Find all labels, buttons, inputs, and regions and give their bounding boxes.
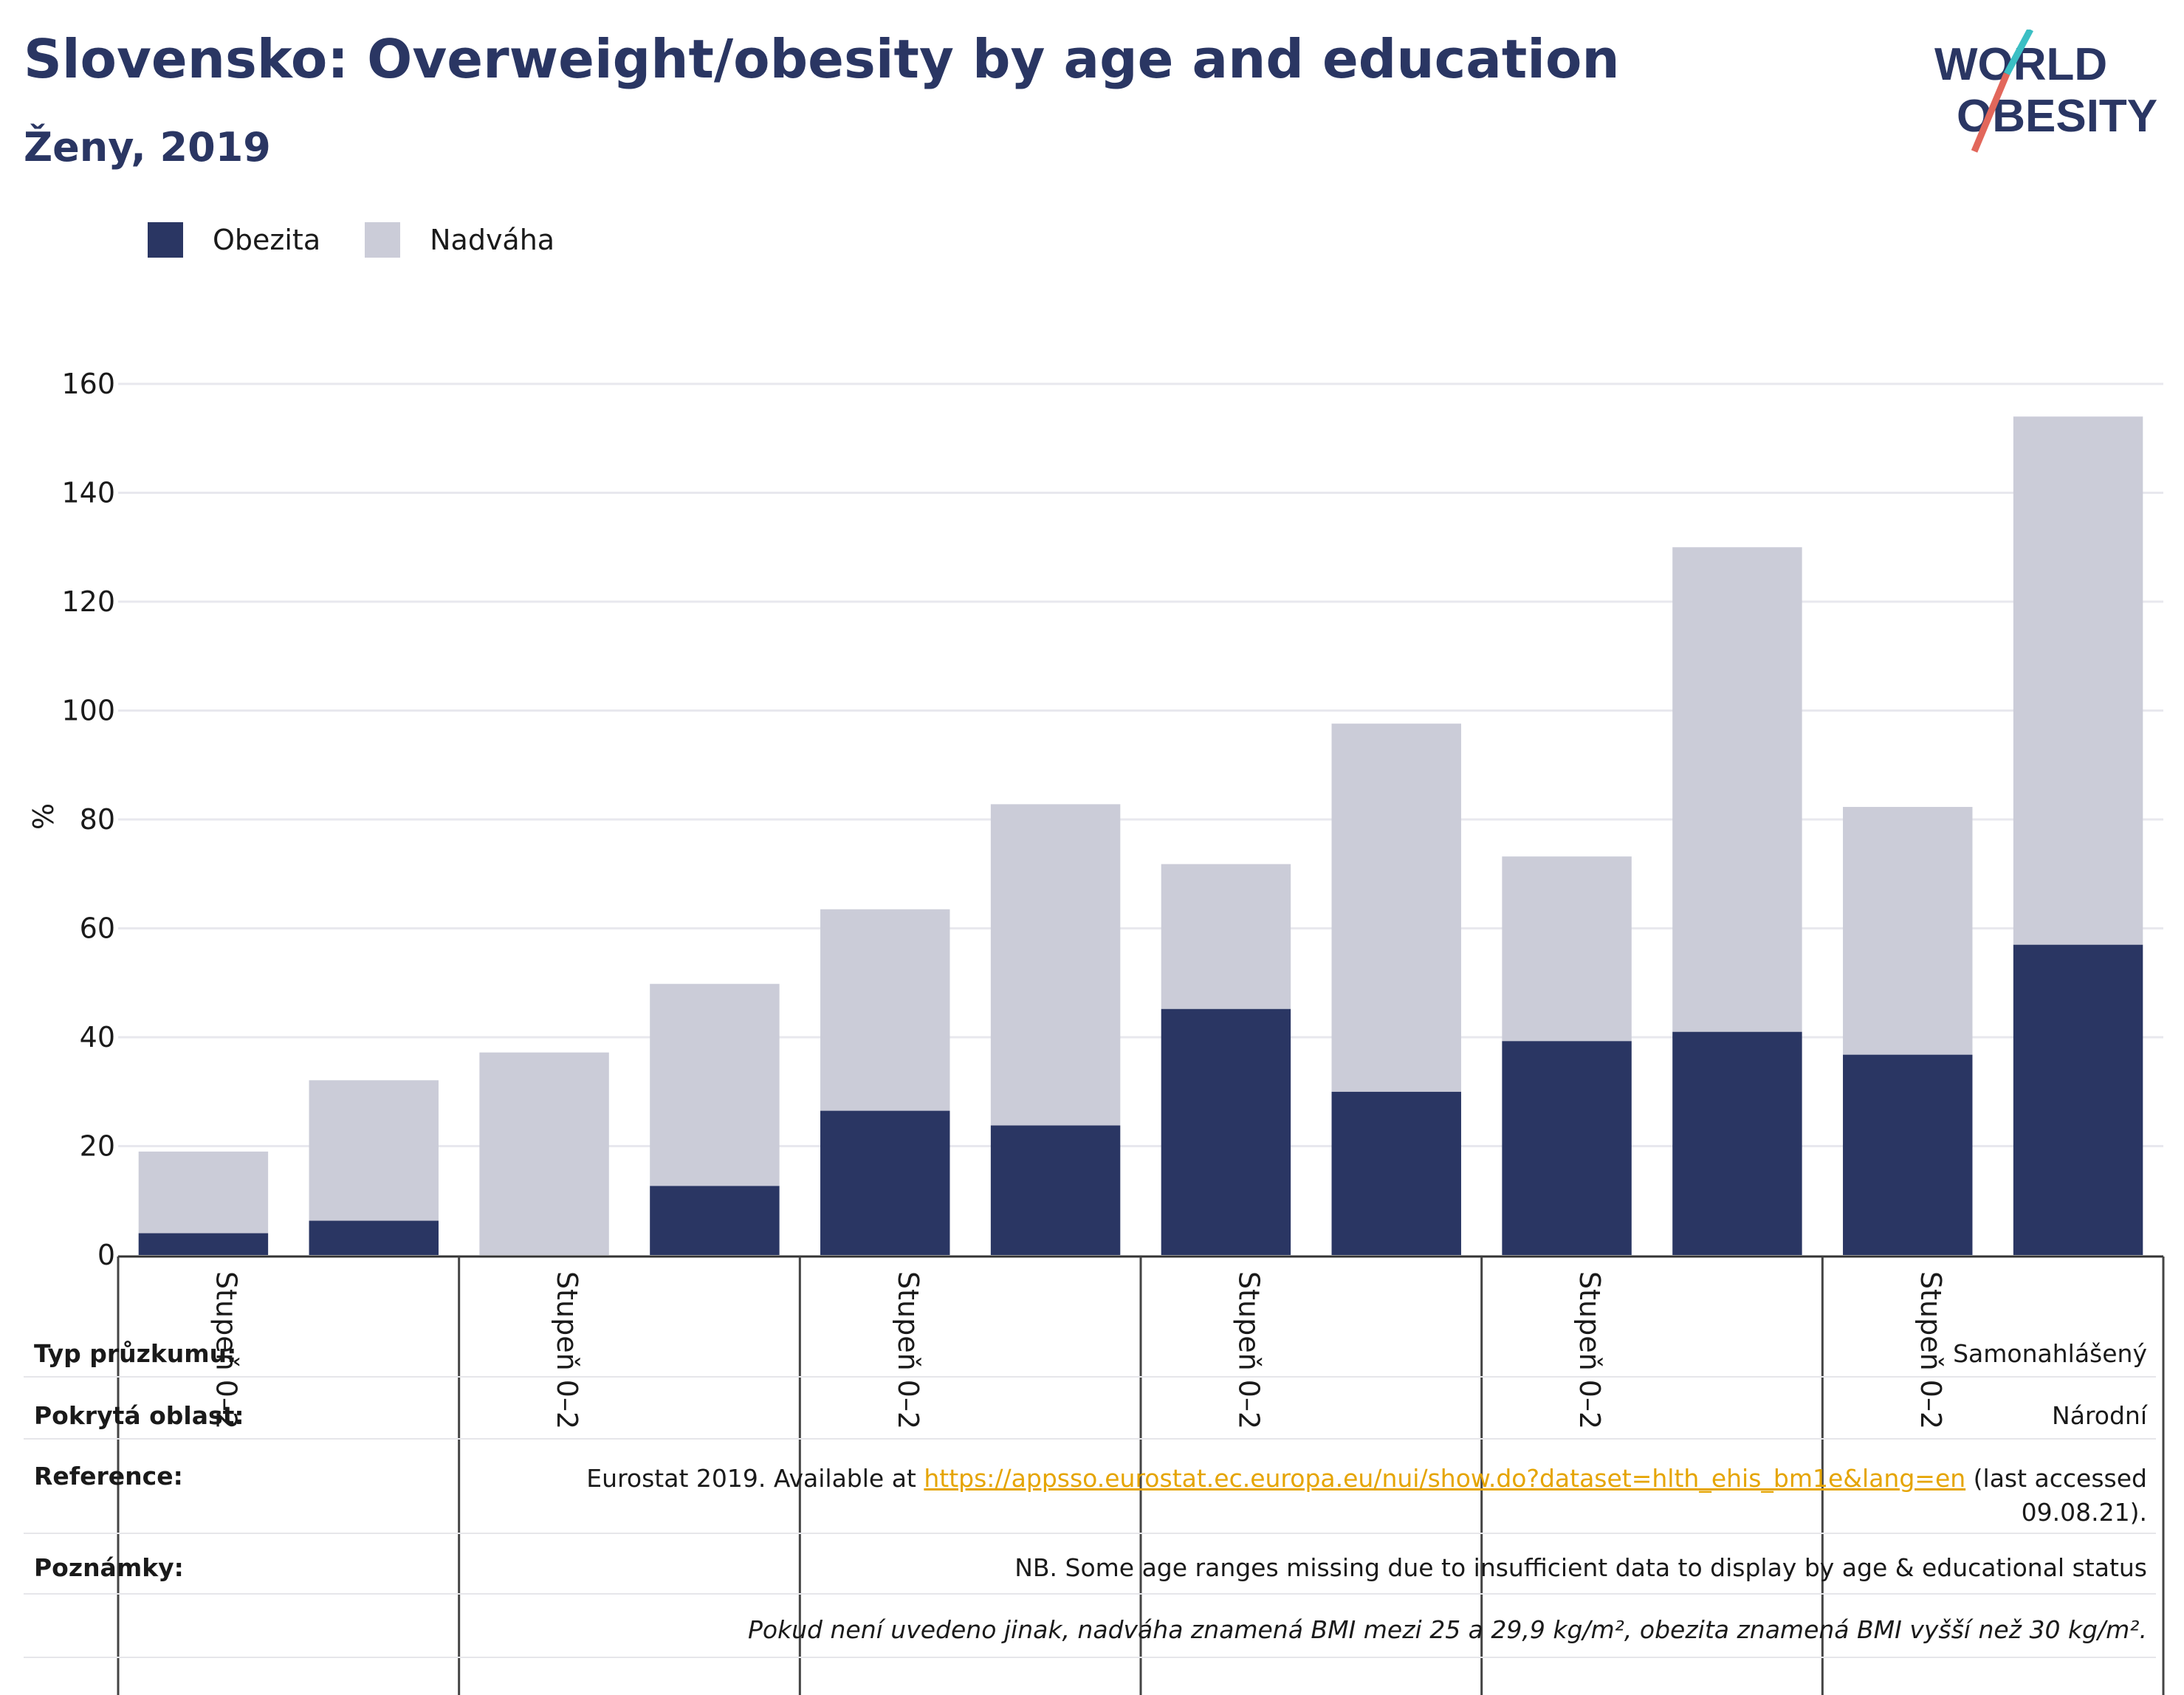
bar-obesity-11[interactable] <box>1843 1054 1973 1255</box>
bar-overweight-8[interactable] <box>1331 723 1461 1092</box>
footer-row-reference: Reference: Eurostat 2019. Available at h… <box>24 1440 2156 1534</box>
bar-obesity-7[interactable] <box>1161 1008 1291 1255</box>
chart-title: Slovensko: Overweight/obesity by age and… <box>24 28 1620 90</box>
logo-slash-teal <box>2004 30 2033 76</box>
y-axis-label: % <box>27 803 60 830</box>
bar-overweight-2[interactable] <box>309 1080 439 1221</box>
x-category-label: Stupeň 0–2 <box>1573 1271 1606 1429</box>
y-tick-label: 120 <box>61 585 115 618</box>
notes-value: NB. Some age ranges missing due to insuf… <box>1014 1553 2147 1582</box>
bar-obesity-9[interactable] <box>1502 1041 1632 1255</box>
bar-overweight-4[interactable] <box>650 983 780 1186</box>
legend-item-overweight[interactable]: Nadváha <box>365 222 554 258</box>
bar-obesity-12[interactable] <box>2013 944 2143 1255</box>
footer-row-definition: Pokud není uvedeno jinak, nadváha znamen… <box>24 1595 2156 1658</box>
reference-link[interactable]: https://appsso.eurostat.ec.europa.eu/nui… <box>924 1464 1966 1493</box>
y-tick-label: 0 <box>97 1239 115 1271</box>
logo-slash-red <box>1971 72 2010 153</box>
reference-suffix: (last accessed <box>1965 1464 2147 1493</box>
y-tick-label: 40 <box>80 1021 115 1053</box>
area-value: Národní <box>2052 1401 2147 1430</box>
footer-row-survey-type: Typ průzkumu: Samonahlášený <box>24 1314 2156 1378</box>
bar-overweight-11[interactable] <box>1843 807 1973 1055</box>
definition-text: Pokud není uvedeno jinak, nadváha znamen… <box>747 1615 2147 1644</box>
y-axis-ticks: 0 20 40 60 80 100 120 140 160 <box>61 368 115 1271</box>
y-tick-label: 60 <box>80 912 115 945</box>
x-axis-categories: Stupeň 0–2 Stupeň 0–2 Stupeň 0–2 Stupeň 0–2… <box>210 1271 1946 1429</box>
bar-obesity-1[interactable] <box>138 1233 269 1256</box>
bar-obesity-5[interactable] <box>820 1110 950 1255</box>
bar-obesity-2[interactable] <box>309 1220 439 1255</box>
x-category-label: Stupeň 0–2 <box>1232 1271 1265 1429</box>
bar-overweight-6[interactable] <box>990 804 1121 1126</box>
bar-overweight-1[interactable] <box>138 1151 269 1234</box>
bar-overweight-3[interactable] <box>479 1052 609 1255</box>
survey-type-value: Samonahlášený <box>1953 1339 2147 1368</box>
chart-legend: Obezita Nadváha <box>148 221 599 258</box>
legend-label-overweight: Nadváha <box>430 224 555 256</box>
y-tick-label: 140 <box>61 477 115 509</box>
area-label: Pokrytá oblast: <box>34 1401 244 1430</box>
bar-obesity-6[interactable] <box>990 1125 1121 1255</box>
world-obesity-logo: WORLD OBESITY <box>1934 30 2157 153</box>
y-tick-label: 80 <box>80 803 115 836</box>
footer-row-notes: Poznámky: NB. Some age ranges missing du… <box>24 1534 2156 1595</box>
legend-label-obesity: Obezita <box>213 224 321 256</box>
footer-row-area: Pokrytá oblast: Národní <box>24 1378 2156 1440</box>
y-tick-label: 20 <box>80 1130 115 1163</box>
chart-footer: Typ průzkumu: Samonahlášený Pokrytá obla… <box>24 1314 2156 1658</box>
reference-value: Eurostat 2019. Available at https://apps… <box>586 1462 2147 1530</box>
bar-overweight-7[interactable] <box>1161 864 1291 1009</box>
legend-item-obesity[interactable]: Obezita <box>148 222 320 258</box>
bar-overweight-9[interactable] <box>1502 856 1632 1042</box>
reference-prefix: Eurostat 2019. Available at <box>586 1464 924 1493</box>
legend-swatch-overweight <box>365 222 401 258</box>
x-category-label: Stupeň 0–2 <box>892 1271 924 1429</box>
bar-obesity-4[interactable] <box>650 1186 780 1255</box>
bar-obesity-8[interactable] <box>1331 1091 1461 1255</box>
bars <box>138 416 2143 1256</box>
reference-label: Reference: <box>34 1462 183 1491</box>
bar-overweight-5[interactable] <box>820 909 950 1111</box>
gridlines <box>118 382 2163 1147</box>
reference-line2: 09.08.21). <box>2021 1498 2147 1527</box>
y-tick-label: 160 <box>61 368 115 400</box>
notes-label: Poznámky: <box>34 1553 184 1582</box>
survey-type-label: Typ průzkumu: <box>34 1339 237 1368</box>
bar-overweight-12[interactable] <box>2013 416 2143 945</box>
bar-obesity-10[interactable] <box>1672 1031 1802 1255</box>
x-category-label: Stupeň 0–2 <box>210 1271 242 1429</box>
bar-overweight-10[interactable] <box>1672 547 1802 1032</box>
x-category-label: Stupeň 0–2 <box>551 1271 583 1429</box>
y-tick-label: 100 <box>61 695 115 727</box>
legend-swatch-obesity <box>148 222 183 258</box>
x-category-label: Stupeň 0–2 <box>1915 1271 1947 1429</box>
chart-subtitle: Ženy, 2019 <box>24 124 271 171</box>
x-axis <box>117 1255 2165 1695</box>
